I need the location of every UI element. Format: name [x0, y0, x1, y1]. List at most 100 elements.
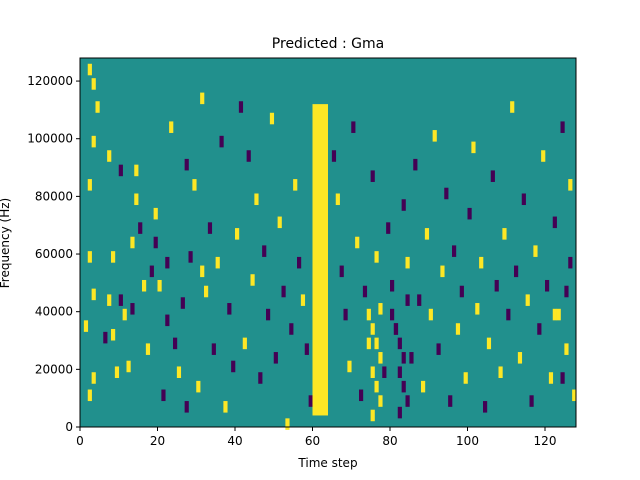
heatmap-cell [568, 256, 573, 269]
heatmap-cell [118, 164, 123, 177]
heatmap-cell [564, 285, 569, 298]
heatmap-cell [498, 366, 503, 378]
y-tick-label: 80000 [35, 189, 73, 203]
heatmap-cell [165, 256, 170, 269]
y-axis-ticks: 0 20000 40000 60000 80000 100000 120000 [27, 74, 80, 434]
heatmap-cell [490, 170, 495, 182]
heatmap-cell [200, 92, 205, 105]
y-tick-label: 100000 [27, 132, 73, 146]
heatmap-cell [409, 352, 414, 364]
heatmap-cell [145, 343, 151, 355]
heatmap-cell [552, 216, 557, 229]
heatmap-cell [521, 193, 526, 206]
y-tick-label: 0 [65, 420, 73, 434]
heatmap-cell [262, 245, 267, 257]
heatmap-cell [161, 389, 166, 402]
heatmap-cell [293, 179, 298, 191]
heatmap-cell [258, 372, 263, 384]
heatmap-cell [347, 360, 352, 373]
heatmap-cell [548, 372, 554, 384]
y-tick-label: 40000 [35, 305, 73, 319]
heatmap-cell [207, 222, 213, 234]
heatmap-cell [560, 121, 565, 133]
heatmap-cell [405, 294, 410, 306]
heatmap-cell [413, 158, 418, 171]
heatmap-cell [502, 228, 507, 240]
heatmap-cell [370, 366, 375, 378]
heatmap-cell [134, 164, 139, 177]
heatmap-cell [382, 366, 387, 378]
heatmap-cell [359, 389, 364, 402]
heatmap-cell [297, 256, 302, 269]
heatmap-cell [393, 323, 399, 335]
heatmap-cell [459, 285, 464, 298]
heatmap-cell [192, 179, 197, 191]
x-tick-label: 0 [76, 434, 84, 448]
heatmap-cell [184, 401, 189, 413]
heatmap-cell [227, 303, 232, 315]
x-tick-label: 20 [150, 434, 165, 448]
heatmap-cell [107, 150, 112, 162]
heatmap-cell [479, 256, 484, 269]
heatmap-cell [370, 323, 375, 335]
heatmap-cell [107, 294, 112, 306]
heatmap-cell [87, 251, 92, 263]
heatmap-cell [471, 141, 476, 154]
heatmap-cell [169, 121, 174, 133]
heatmap-cell [300, 294, 306, 306]
heatmap-cell [238, 101, 244, 113]
heatmap-cell [138, 222, 143, 234]
heatmap-cell [165, 314, 170, 327]
heatmap-cell [494, 279, 499, 292]
heatmap-cell [556, 308, 561, 321]
heatmap-cell [428, 308, 433, 321]
x-tick-label: 40 [227, 434, 242, 448]
heatmap-cells [83, 63, 577, 430]
heatmap-cell [223, 401, 228, 413]
heatmap-cell [153, 236, 158, 249]
heatmap-cell [436, 343, 441, 355]
heatmap-cell [266, 308, 271, 321]
heatmap-cell [242, 337, 247, 350]
heatmap-cell [517, 352, 523, 364]
heatmap-cell [475, 303, 480, 315]
heatmap-cell [130, 236, 135, 249]
heatmap-cell [83, 320, 89, 332]
heatmap-cell [467, 207, 472, 220]
heatmap-cell [397, 366, 402, 378]
plot-area [79, 57, 577, 430]
heatmap-cell [87, 179, 92, 191]
x-tick-label: 60 [305, 434, 320, 448]
heatmap-cell [432, 130, 437, 142]
heatmap-cell [483, 401, 488, 413]
heatmap-cell [126, 360, 131, 373]
heatmap-cell [510, 101, 515, 113]
heatmap-cell [331, 150, 337, 162]
heatmap-cell [366, 308, 371, 321]
heatmap-cell [463, 372, 468, 384]
heatmap-cell [149, 265, 154, 278]
heatmap-cell [424, 228, 430, 240]
y-axis-label: Frequency (Hz) [0, 198, 12, 289]
heatmap-cell [417, 294, 422, 306]
x-tick-label: 100 [456, 434, 479, 448]
heatmap-cell [374, 251, 379, 263]
heatmap-cell [440, 265, 445, 278]
heatmap-cell [153, 207, 158, 220]
heatmap-cell [130, 303, 135, 315]
heatmap-cell [277, 216, 282, 229]
heatmap-cell [103, 331, 108, 344]
heatmap-cell [289, 323, 294, 335]
heatmap-cell [506, 308, 511, 321]
heatmap-cell [122, 308, 127, 321]
heatmap-cell [173, 337, 178, 350]
heatmap-cell [572, 389, 577, 402]
heatmap-cell [273, 352, 278, 364]
heatmap-cell [91, 288, 96, 301]
heatmap-cell [184, 158, 189, 171]
heatmap-cell [421, 380, 426, 393]
heatmap-cell [370, 409, 375, 422]
heatmap-cell [235, 228, 240, 240]
heatmap-cell [374, 380, 379, 393]
heatmap-cell [269, 112, 275, 125]
